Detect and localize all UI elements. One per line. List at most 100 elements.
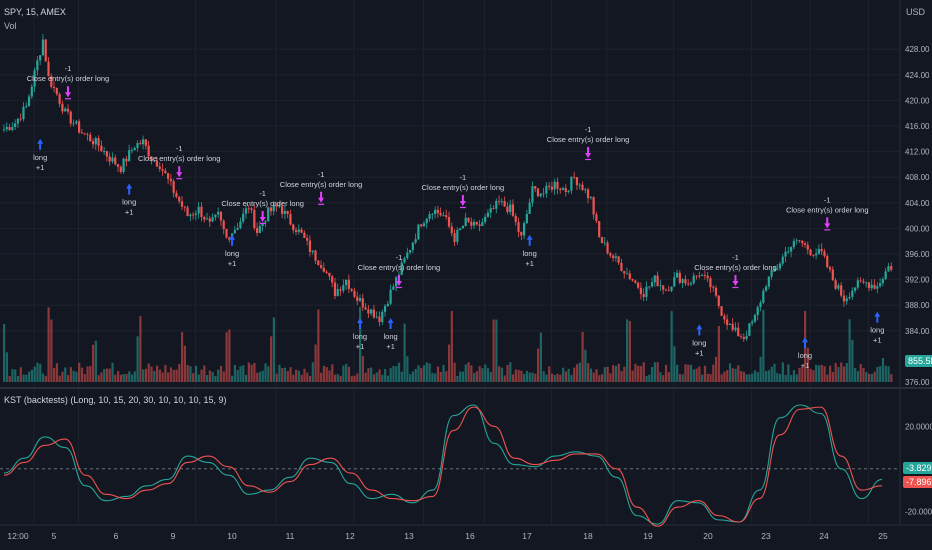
candle: [286, 210, 289, 214]
candle: [709, 278, 712, 288]
volume-bar: [61, 371, 64, 382]
candle: [217, 211, 220, 215]
candle: [503, 201, 506, 207]
candle: [250, 208, 253, 210]
candle: [339, 289, 342, 291]
volume-bar: [562, 367, 565, 382]
volume-bar: [873, 371, 876, 382]
candle: [61, 103, 64, 112]
close-label: Close entry(s) order long: [358, 263, 441, 272]
candle: [720, 306, 723, 316]
candle: [545, 185, 548, 194]
volume-bar: [809, 368, 812, 382]
volume-bar: [673, 346, 676, 382]
candle: [678, 272, 681, 283]
candle: [840, 285, 843, 296]
price-tick-label: 388.00: [905, 301, 930, 310]
signal-last-badge: -7.8969: [903, 476, 932, 488]
volume-bar: [69, 367, 72, 382]
volume-bar: [181, 332, 184, 382]
volume-bar: [854, 367, 857, 382]
long-qty-label: +1: [125, 208, 134, 217]
volume-bar: [881, 358, 885, 382]
volume-bar: [30, 369, 34, 382]
candle: [798, 240, 801, 242]
volume-bar: [264, 363, 267, 382]
volume-bar: [523, 373, 526, 382]
candle: [595, 214, 598, 222]
close-entry-arrow: [176, 166, 183, 178]
volume-bar: [726, 369, 729, 382]
volume-bar: [125, 373, 128, 382]
candle: [392, 286, 395, 290]
volume-bar: [39, 363, 42, 382]
volume-bar: [676, 364, 679, 382]
volume-bar: [347, 366, 351, 382]
candle: [39, 55, 42, 61]
close-qty-label: -1: [65, 64, 72, 73]
volume-bar: [47, 307, 50, 382]
candle: [859, 280, 862, 282]
candle: [598, 221, 601, 237]
candle: [281, 206, 284, 214]
volume-bar: [867, 373, 871, 382]
volume-bar: [509, 362, 512, 382]
volume-bar: [150, 366, 153, 382]
candle: [609, 253, 612, 256]
volume-bar: [236, 369, 239, 382]
volume-bar: [303, 368, 306, 382]
volume-bar: [53, 368, 56, 382]
volume-bar: [325, 367, 328, 382]
close-label: Close entry(s) order long: [694, 263, 777, 272]
candle: [873, 284, 876, 289]
candle: [648, 286, 651, 288]
candle: [870, 284, 873, 289]
candle: [267, 207, 270, 222]
candle: [422, 223, 426, 227]
volume-bar: [11, 369, 14, 382]
volume-bar: [720, 374, 723, 382]
volume-bar: [556, 373, 559, 382]
candle: [214, 214, 217, 218]
candle: [350, 288, 353, 291]
candle: [634, 280, 637, 283]
candle: [272, 205, 275, 212]
candle: [153, 160, 156, 162]
candle: [559, 188, 562, 190]
volume-bar: [756, 372, 759, 382]
volume-bar: [381, 374, 384, 382]
candle: [239, 221, 242, 229]
candle: [475, 222, 478, 225]
candle: [114, 157, 117, 165]
candle: [478, 224, 481, 227]
candle: [837, 285, 840, 289]
candle: [492, 208, 495, 209]
close-entry-arrow: [64, 86, 71, 98]
candle: [169, 178, 172, 182]
volume-bar: [776, 372, 779, 382]
candle: [242, 213, 245, 222]
candle: [806, 244, 809, 250]
candle: [511, 204, 515, 216]
volume-bar: [400, 371, 403, 382]
candle: [294, 230, 298, 232]
candle: [726, 319, 729, 325]
candle: [534, 186, 537, 189]
volume-bar: [367, 368, 370, 382]
price-tick-label: 384.00: [905, 327, 930, 336]
candle: [667, 290, 670, 292]
volume-bar: [153, 370, 156, 382]
candle: [776, 268, 779, 270]
volume-bar: [222, 371, 225, 382]
volume-bar: [103, 369, 106, 382]
volume-bar: [751, 373, 754, 382]
candle: [331, 276, 334, 283]
candle: [69, 111, 72, 124]
close-entry-arrow: [732, 275, 739, 286]
candle: [400, 262, 403, 275]
candle: [130, 149, 134, 151]
candle: [548, 185, 551, 187]
volume-bar: [742, 371, 746, 382]
candle: [795, 240, 798, 242]
